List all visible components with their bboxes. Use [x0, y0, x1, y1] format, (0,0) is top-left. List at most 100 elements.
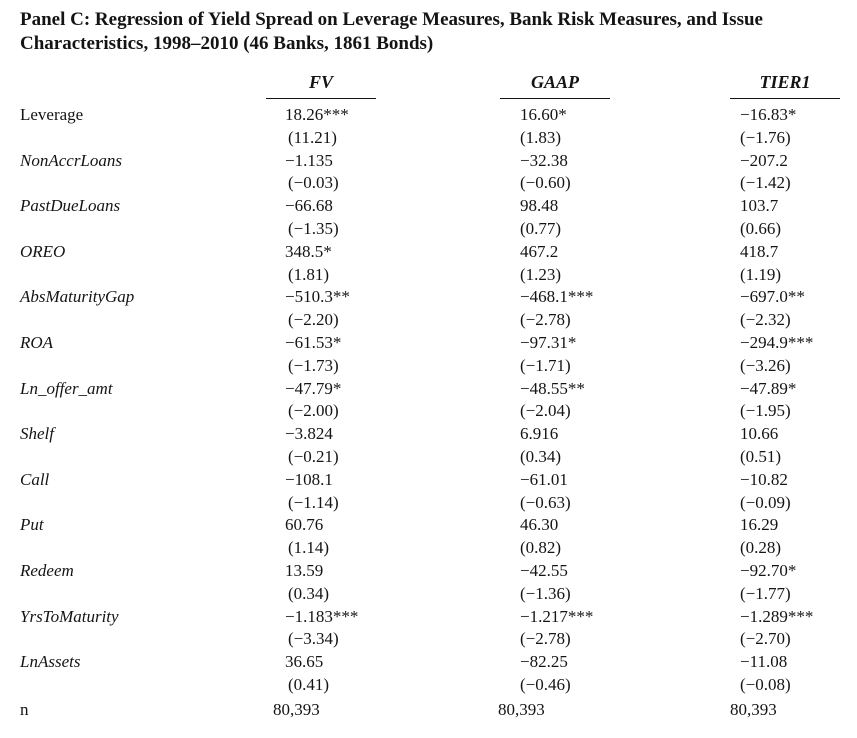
tstat-cell: (−0.21) [288, 447, 339, 466]
coefficient-cell: 418.7 [740, 241, 779, 261]
tstat-cell: (−1.95) [740, 401, 791, 421]
table-row: ROA −61.53* −97.31* −294.9*** [0, 332, 857, 354]
coefficient-cell: −468.1*** [520, 287, 594, 307]
tstat-cell: (−2.78) [520, 310, 571, 330]
coefficient-cell: 13.59 [285, 561, 324, 580]
column-rule-gaap [500, 98, 610, 99]
row-label: Put [20, 515, 44, 535]
row-label: ROA [20, 333, 54, 352]
tstat-cell: (−1.36) [520, 583, 571, 603]
coefficient-cell: −92.70* [740, 561, 797, 580]
table-row-tstat: (−1.14) (−0.63) (−0.09) [0, 492, 857, 514]
observation-count-cell: 80,393 [730, 699, 777, 719]
column-header-fv: FV [308, 72, 333, 92]
table-row: Ln_offer_amt −47.79* −48.55** −47.89* [0, 378, 857, 400]
tstat-cell: (−2.20) [288, 310, 339, 330]
coefficient-cell: 36.65 [285, 652, 324, 672]
table-row: Shelf −3.824 6.916 10.66 [0, 423, 857, 445]
coefficient-cell: −32.38 [520, 150, 568, 170]
row-label: YrsToMaturity [20, 606, 119, 626]
table-row: Redeem 13.59 −42.55 −92.70* [0, 560, 857, 582]
tstat-cell: (−1.71) [520, 355, 571, 375]
tstat-cell: (1.14) [288, 538, 330, 558]
table-row: PastDueLoans −66.68 98.48 103.7 [0, 195, 857, 217]
column-header-tier1: TIER1 [759, 72, 811, 92]
row-label: Ln_offer_amt [20, 378, 113, 398]
coefficient-cell: −1.289*** [740, 606, 814, 626]
table-row-tstat: (−0.03) (−0.60) (−1.42) [0, 172, 857, 194]
table-row-tstat: (11.21) (1.83) (−1.76) [0, 127, 857, 149]
tstat-cell: (−1.35) [288, 219, 339, 238]
row-label: OREO [20, 241, 66, 261]
row-label: Call [20, 469, 50, 489]
coefficient-cell: −510.3** [285, 287, 350, 307]
row-label: NonAccrLoans [20, 150, 122, 170]
coefficient-cell: 16.29 [740, 515, 779, 535]
tstat-cell: (−2.04) [520, 401, 571, 421]
tstat-cell: (−0.09) [740, 492, 791, 512]
coefficient-cell: 46.30 [520, 515, 559, 535]
table-row-tstat: (0.41) (−0.46) (−0.08) [0, 674, 857, 696]
tstat-cell: (−1.14) [288, 492, 339, 512]
coefficient-cell: −294.9*** [740, 333, 814, 352]
row-label: AbsMaturityGap [20, 287, 135, 307]
table-row-tstat: (−2.00) (−2.04) (−1.95) [0, 400, 857, 422]
table-row: YrsToMaturity −1.183*** −1.217*** −1.289*** [0, 606, 857, 628]
table-row-tstat: (−1.35) (0.77) (0.66) [0, 218, 857, 240]
tstat-cell: (−2.70) [740, 629, 791, 649]
tstat-cell: (0.82) [520, 538, 562, 558]
coefficient-cell: −207.2 [740, 150, 788, 170]
tstat-cell: (1.81) [288, 264, 330, 284]
tstat-cell: (−3.34) [288, 629, 339, 649]
row-label: PastDueLoans [20, 196, 121, 216]
table-row: Put 60.76 46.30 16.29 [0, 514, 857, 536]
tstat-cell: (0.66) [740, 219, 782, 238]
column-rule-tier1 [730, 98, 840, 99]
coefficient-cell: 18.26*** [285, 105, 349, 124]
tstat-cell: (−0.08) [740, 675, 791, 694]
coefficient-cell: −11.08 [740, 652, 788, 672]
observation-count-cell: 80,393 [273, 699, 320, 719]
coefficient-cell: −1.135 [285, 150, 333, 170]
observation-count-cell: 80,393 [498, 699, 545, 719]
table-row-n: n 80,393 80,393 80,393 [0, 699, 857, 721]
coefficient-cell: −61.53* [285, 333, 342, 352]
tstat-cell: (−1.42) [740, 173, 791, 193]
column-rule-fv [266, 98, 376, 99]
coefficient-cell: −82.25 [520, 652, 568, 672]
table-row-tstat: (−3.34) (−2.78) (−2.70) [0, 628, 857, 650]
coefficient-cell: −697.0** [740, 287, 805, 307]
tstat-cell: (−0.46) [520, 675, 571, 694]
tstat-cell: (1.23) [520, 264, 562, 284]
table-row: Leverage 18.26*** 16.60* −16.83* [0, 104, 857, 126]
tstat-cell: (11.21) [288, 127, 337, 147]
row-label: Shelf [20, 424, 54, 444]
table-row-tstat: (1.14) (0.82) (0.28) [0, 537, 857, 559]
table-row-tstat: (−0.21) (0.34) (0.51) [0, 446, 857, 468]
coefficient-cell: 467.2 [520, 241, 559, 261]
row-label: LnAssets [20, 652, 81, 672]
tstat-cell: (−0.03) [288, 173, 339, 193]
tstat-cell: (−2.00) [288, 401, 339, 421]
panel-title: Panel C: Regression of Yield Spread on L… [20, 9, 763, 54]
tstat-cell: (−3.26) [740, 355, 791, 375]
coefficient-cell: 60.76 [285, 515, 324, 535]
tstat-cell: (−1.76) [740, 127, 791, 147]
coefficient-cell: −47.79* [285, 378, 342, 398]
row-label: Redeem [20, 561, 74, 580]
coefficient-cell: 16.60* [520, 105, 567, 124]
table-row: NonAccrLoans −1.135 −32.38 −207.2 [0, 150, 857, 172]
column-header-gaap: GAAP [530, 72, 579, 92]
coefficient-cell: 10.66 [740, 424, 779, 444]
tstat-cell: (−2.78) [520, 629, 571, 649]
row-label: n [20, 699, 29, 719]
tstat-cell: (−0.63) [520, 492, 571, 512]
table-row-tstat: (−2.20) (−2.78) (−2.32) [0, 309, 857, 331]
row-label: Leverage [20, 105, 84, 124]
coefficient-cell: −3.824 [285, 424, 333, 444]
tstat-cell: (0.34) [520, 447, 562, 466]
tstat-cell: (0.77) [520, 219, 562, 238]
tstat-cell: (1.19) [740, 264, 782, 284]
tstat-cell: (−1.77) [740, 583, 791, 603]
coefficient-cell: −42.55 [520, 561, 568, 580]
